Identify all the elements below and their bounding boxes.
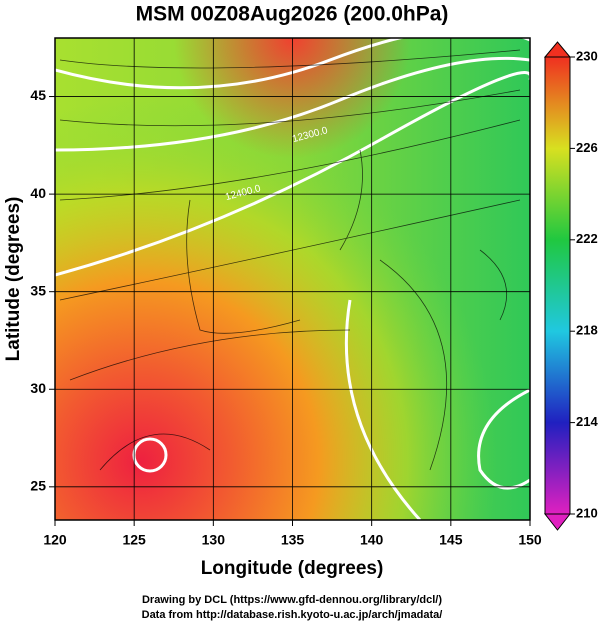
x-tick-label: 125 (122, 532, 146, 548)
x-tick-label: 140 (360, 532, 384, 548)
x-axis-label: Longitude (degrees) (201, 558, 384, 579)
x-tick-label: 150 (518, 532, 542, 548)
footer: Drawing by DCL (https://www.gfd-dennou.o… (142, 594, 442, 606)
colorbar-tick-label: 226 (576, 140, 598, 155)
colorbar-cap (543, 513, 572, 531)
chart-title: MSM 00Z08Aug2026 (200.0hPa) (136, 3, 449, 26)
colorbar (544, 56, 571, 515)
y-tick-label: 35 (30, 282, 46, 298)
colorbar-tick-label: 214 (576, 414, 598, 429)
colorbar-tick-label: 210 (576, 505, 598, 520)
x-tick-label: 130 (202, 532, 226, 548)
y-tick-label: 30 (30, 380, 46, 396)
y-tick-label: 25 (30, 478, 46, 494)
x-tick-label: 120 (43, 532, 67, 548)
x-tick-label: 145 (439, 532, 463, 548)
y-tick-label: 40 (30, 185, 46, 201)
y-axis-label: Latitude (degrees) (3, 197, 24, 362)
colorbar-tick-label: 218 (576, 323, 598, 338)
colorbar-tick-label: 230 (576, 48, 598, 63)
colorbar-cap (543, 41, 572, 58)
y-tick-label: 45 (30, 87, 46, 103)
x-tick-label: 135 (281, 532, 305, 548)
footer: Data from http://database.rish.kyoto-u.a… (142, 609, 443, 621)
colorbar-tick-label: 222 (576, 231, 598, 246)
